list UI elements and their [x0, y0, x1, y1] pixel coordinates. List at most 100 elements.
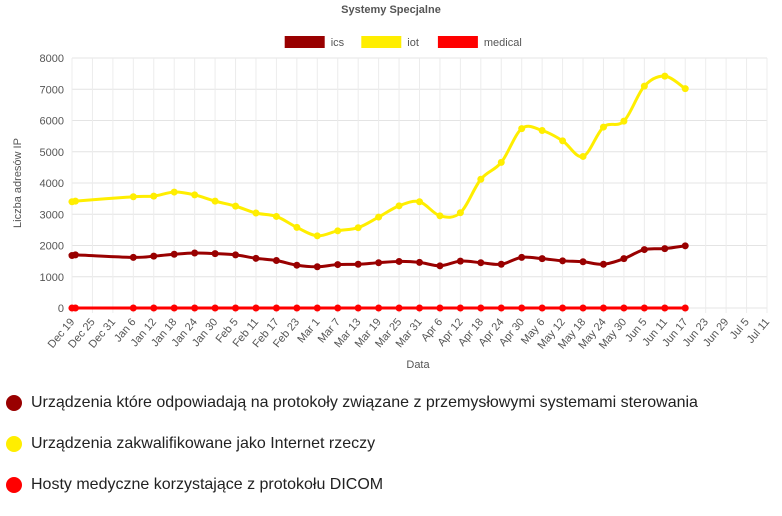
medical-data-point[interactable] [375, 304, 383, 312]
medical-data-point[interactable] [150, 304, 158, 312]
ics-data-point[interactable] [538, 255, 546, 263]
ics-data-point[interactable] [681, 242, 689, 250]
medical-data-point[interactable] [71, 304, 79, 312]
medical-data-point[interactable] [579, 304, 587, 312]
medical-data-point[interactable] [129, 304, 137, 312]
ics-data-point[interactable] [661, 245, 669, 253]
y-tick-label: 0 [58, 303, 64, 315]
medical-data-point[interactable] [416, 304, 423, 312]
medical-data-point[interactable] [681, 304, 689, 312]
legend-item-ics[interactable]: ics [284, 36, 345, 49]
ics-data-point[interactable] [252, 254, 260, 262]
legend-label: ics [331, 37, 345, 49]
medical-data-point[interactable] [354, 304, 362, 312]
legend-item-medical[interactable]: medical [437, 36, 522, 49]
medical-color-dot [6, 477, 22, 493]
ics-data-point[interactable] [416, 258, 423, 266]
ics-data-point[interactable] [191, 249, 199, 257]
ics-data-point[interactable] [518, 253, 526, 261]
y-tick-label: 3000 [40, 209, 64, 221]
ics-data-point[interactable] [150, 252, 158, 260]
iot-data-point[interactable] [436, 212, 444, 220]
iot-data-point[interactable] [497, 158, 505, 166]
ics-data-point[interactable] [436, 262, 444, 270]
ics-data-point[interactable] [293, 261, 301, 269]
legend-item-iot[interactable]: iot [361, 36, 419, 49]
legend-swatch [437, 36, 478, 48]
ics-color-dot [6, 395, 22, 411]
medical-data-point[interactable] [436, 304, 444, 312]
iot-data-point[interactable] [661, 72, 669, 80]
iot-data-point[interactable] [71, 197, 79, 205]
iot-data-point[interactable] [518, 125, 526, 133]
medical-data-point[interactable] [640, 304, 648, 312]
ics-data-point[interactable] [395, 257, 403, 265]
ics-data-point[interactable] [456, 257, 464, 265]
iot-data-point[interactable] [477, 175, 485, 183]
medical-data-point[interactable] [293, 304, 301, 312]
iot-data-point[interactable] [681, 85, 689, 93]
iot-data-point[interactable] [211, 197, 219, 205]
ics-data-point[interactable] [211, 250, 219, 258]
iot-data-point[interactable] [191, 191, 199, 199]
iot-data-point[interactable] [232, 202, 240, 210]
medical-data-point[interactable] [599, 304, 607, 312]
ics-data-point[interactable] [375, 259, 383, 267]
ics-data-point[interactable] [71, 251, 79, 259]
iot-data-point[interactable] [375, 213, 383, 221]
medical-data-point[interactable] [620, 304, 628, 312]
medical-data-point[interactable] [191, 304, 199, 312]
medical-data-point[interactable] [559, 304, 567, 312]
medical-data-point[interactable] [313, 304, 321, 312]
ics-data-point[interactable] [559, 257, 567, 265]
ics-data-point[interactable] [599, 260, 607, 268]
ics-data-point[interactable] [232, 251, 240, 259]
iot-data-point[interactable] [579, 152, 587, 160]
iot-data-point[interactable] [599, 123, 607, 131]
medical-data-point[interactable] [334, 304, 342, 312]
medical-data-point[interactable] [232, 304, 240, 312]
medical-data-point[interactable] [252, 304, 260, 312]
ics-data-point[interactable] [129, 253, 137, 261]
description-label: Hosty medyczne korzystające z protokołu … [31, 476, 384, 493]
iot-data-point[interactable] [620, 117, 628, 125]
iot-data-point[interactable] [354, 224, 362, 232]
medical-data-point[interactable] [170, 304, 178, 312]
ics-data-point[interactable] [620, 255, 628, 263]
iot-data-point[interactable] [416, 198, 423, 206]
iot-data-point[interactable] [170, 188, 178, 196]
iot-data-point[interactable] [150, 192, 158, 200]
iot-data-point[interactable] [313, 232, 321, 240]
medical-data-point[interactable] [211, 304, 219, 312]
iot-data-point[interactable] [640, 82, 648, 90]
iot-data-point[interactable] [456, 209, 464, 217]
ics-data-point[interactable] [272, 257, 280, 264]
chart-legend[interactable]: ics iot medical [284, 36, 522, 49]
iot-data-point[interactable] [538, 127, 546, 134]
x-tick-label: Jul 11 [745, 316, 773, 346]
iot-data-point[interactable] [252, 209, 260, 217]
ics-data-point[interactable] [334, 261, 342, 269]
medical-data-point[interactable] [497, 304, 505, 312]
ics-data-point[interactable] [354, 260, 362, 268]
ics-data-point[interactable] [170, 250, 178, 258]
medical-data-point[interactable] [538, 304, 546, 312]
medical-data-point[interactable] [272, 304, 280, 312]
ics-data-point[interactable] [313, 263, 321, 271]
iot-data-point[interactable] [129, 193, 137, 201]
medical-data-point[interactable] [518, 304, 526, 312]
ics-data-point[interactable] [579, 258, 587, 266]
iot-data-point[interactable] [272, 212, 280, 220]
ics-data-point[interactable] [640, 246, 648, 254]
medical-data-point[interactable] [661, 304, 669, 312]
legend-label: iot [407, 37, 419, 49]
iot-data-point[interactable] [395, 202, 403, 210]
medical-data-point[interactable] [395, 304, 403, 312]
medical-data-point[interactable] [477, 304, 485, 312]
ics-data-point[interactable] [477, 259, 485, 267]
medical-data-point[interactable] [456, 304, 464, 312]
ics-data-point[interactable] [497, 260, 505, 268]
iot-data-point[interactable] [293, 223, 301, 231]
iot-data-point[interactable] [334, 227, 342, 235]
iot-data-point[interactable] [559, 137, 567, 145]
